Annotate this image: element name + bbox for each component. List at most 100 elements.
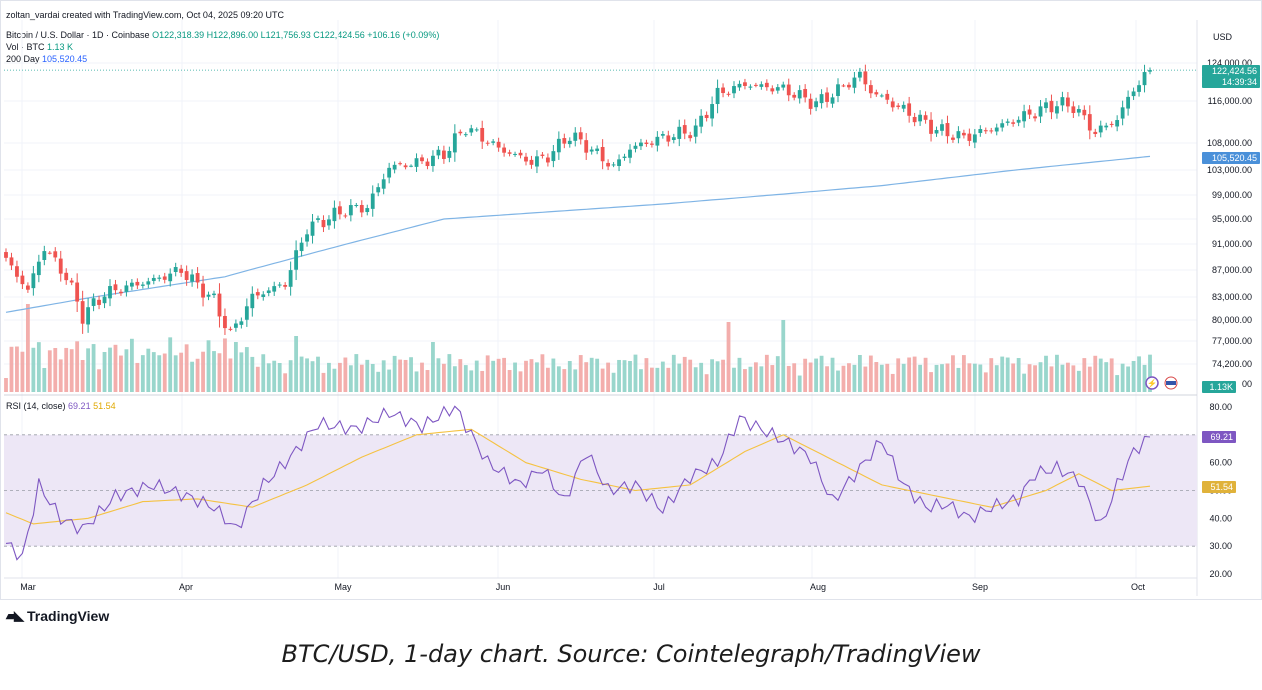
volume-bar: [332, 368, 337, 392]
lightning-glyph: ⚡: [1147, 378, 1157, 388]
candle-body: [803, 88, 808, 98]
candle-body: [655, 136, 660, 146]
volume-bar: [179, 352, 184, 392]
volume-bar: [770, 365, 775, 392]
volume-bar: [387, 369, 392, 392]
volume-bar: [414, 371, 419, 392]
candle-body: [874, 92, 879, 95]
candle-body: [283, 284, 288, 287]
axes: 124,000.00 116,000.00 108,000.00 103,000.00…: [20, 58, 1252, 592]
volume-bar: [436, 358, 441, 392]
candle-body: [102, 296, 107, 304]
volume-bar: [775, 356, 780, 392]
candle-body: [376, 187, 381, 193]
ma-200-path: [5, 155, 1151, 313]
volume-bar: [994, 365, 999, 392]
candle-body: [299, 242, 304, 252]
volume-bar: [195, 358, 200, 392]
volume-bar: [622, 360, 627, 392]
candle-body: [20, 275, 25, 285]
candle-body: [91, 298, 96, 306]
candle-body: [940, 124, 944, 131]
candle-body: [496, 141, 501, 148]
candle-body: [639, 142, 643, 147]
volume-bar: [321, 372, 326, 392]
candle-body: [288, 270, 293, 287]
volume-bar: [113, 344, 118, 392]
volume-bar: [458, 359, 463, 392]
rsi-path: [5, 405, 1151, 561]
volume-bar: [9, 346, 14, 392]
rsi-legend-value: 69.21: [68, 401, 91, 411]
candle-body: [628, 149, 632, 158]
price-tick-label: 91,000.00: [1212, 239, 1252, 249]
candle-body: [485, 142, 490, 144]
candle-body: [436, 149, 441, 156]
volume-bar: [327, 362, 331, 392]
candle-body: [518, 152, 523, 156]
price-tick-label: 74,200.00: [1212, 359, 1252, 369]
candle-body: [480, 127, 485, 142]
volume-bar: [162, 353, 167, 392]
candle-body: [217, 293, 222, 317]
candle-body: [113, 284, 118, 291]
volume-bar: [803, 358, 808, 392]
candle-body: [201, 283, 205, 298]
candle-body: [321, 220, 326, 228]
volume-bar: [53, 348, 58, 392]
candle-body: [578, 132, 583, 140]
candle-body: [797, 90, 802, 99]
candle-body: [830, 97, 835, 104]
candle-body: [715, 87, 720, 105]
volume-bar: [299, 356, 304, 392]
price-tick-label: 83,000.00: [1212, 292, 1252, 302]
volume-bar: [836, 370, 840, 392]
volume-bar: [606, 362, 611, 392]
candle-body: [704, 114, 709, 119]
rsi-panel: [4, 405, 1197, 561]
currency-label[interactable]: USD: [1213, 32, 1233, 42]
candle-body: [255, 292, 260, 296]
candle-body: [184, 271, 189, 280]
candle-body: [967, 133, 972, 141]
volume-bar: [108, 347, 112, 392]
candle-body: [573, 132, 578, 141]
volume-bar: [124, 349, 129, 392]
volume-bar: [80, 360, 85, 392]
volume-bar: [283, 373, 288, 392]
volume-bar: [343, 357, 348, 392]
candle-body: [863, 71, 868, 85]
volume-bar: [392, 355, 397, 392]
volume-bar: [852, 364, 857, 392]
rsi-legend: RSI (14, close) 69.21 51.54: [6, 401, 116, 411]
candle-body: [69, 280, 74, 283]
candle-body: [190, 274, 195, 282]
volume-bar: [146, 348, 151, 392]
candle-body: [75, 282, 80, 302]
volume-bar: [1044, 355, 1048, 392]
candle-body: [688, 135, 693, 139]
candle-body: [567, 140, 572, 145]
volume-bar: [480, 370, 485, 392]
volume-bar: [1115, 375, 1120, 392]
volume-bar: [841, 365, 846, 392]
volume-bar: [288, 360, 293, 392]
volume-bar: [277, 362, 282, 392]
volume-bar: [266, 363, 271, 392]
volume-bar: [305, 358, 309, 392]
candle-body: [146, 281, 151, 285]
candle-body: [589, 149, 594, 152]
volume-bar: [715, 361, 720, 392]
price-chart[interactable]: 124,000.00 116,000.00 108,000.00 103,000.00…: [0, 0, 1262, 600]
volume-bar: [682, 356, 687, 392]
candle-body: [228, 328, 233, 330]
candle-body: [1000, 123, 1005, 128]
volume-bar: [228, 358, 233, 392]
candle-body: [524, 156, 528, 162]
tradingview-logo: ▰◣ TradingView: [6, 608, 109, 624]
volume-bar: [885, 363, 890, 392]
volume-bar: [896, 358, 901, 392]
candle-body: [1049, 100, 1054, 113]
volume-bar: [47, 350, 52, 392]
volume-bar: [753, 362, 758, 392]
